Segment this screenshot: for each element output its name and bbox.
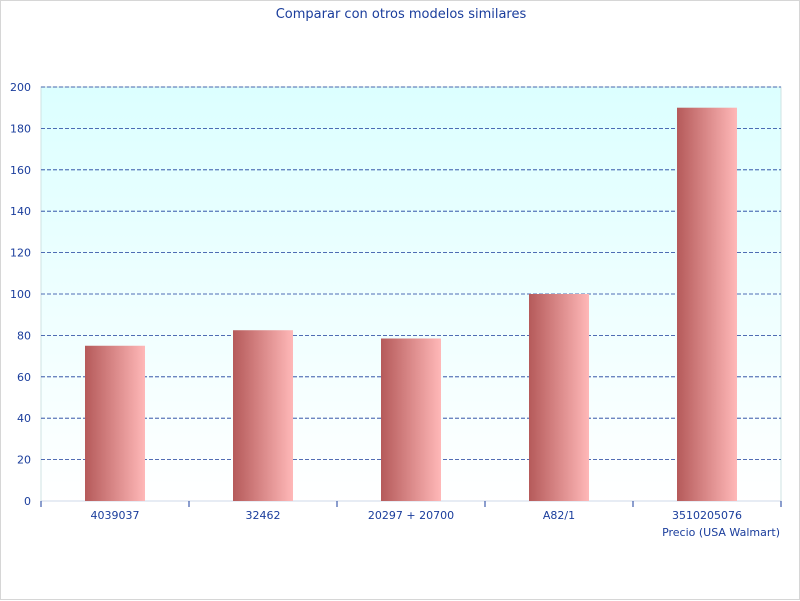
x-tick-label: 20297 + 20700 xyxy=(368,509,454,522)
bar xyxy=(85,345,145,501)
bar xyxy=(381,338,441,501)
x-tick-label: A82/1 xyxy=(543,509,575,522)
bars xyxy=(85,107,737,501)
y-tick-label: 100 xyxy=(10,288,31,301)
bar xyxy=(677,107,737,501)
y-tick-label: 40 xyxy=(17,412,31,425)
y-tick-label: 140 xyxy=(10,205,31,218)
x-axis-label: Precio (USA Walmart) xyxy=(662,526,780,539)
bar xyxy=(233,330,293,501)
y-axis-ticks: 0 20 40 60 80 100 120 140 160 180 200 xyxy=(10,81,31,508)
x-tick-label: 4039037 xyxy=(91,509,140,522)
y-tick-label: 200 xyxy=(10,81,31,94)
bar xyxy=(529,294,589,501)
y-tick-label: 120 xyxy=(10,247,31,260)
y-tick-label: 20 xyxy=(17,454,31,467)
y-tick-label: 0 xyxy=(24,495,31,508)
y-tick-label: 160 xyxy=(10,164,31,177)
y-tick-label: 60 xyxy=(17,371,31,384)
x-axis-ticks: 4039037 32462 20297 + 20700 A82/1 3510205076 xyxy=(40,501,782,522)
chart-title: Comparar con otros modelos similares xyxy=(276,7,527,22)
y-tick-label: 80 xyxy=(17,329,31,342)
y-tick-label: 180 xyxy=(10,122,31,135)
x-tick-label: 32462 xyxy=(246,509,281,522)
x-tick-label: 3510205076 xyxy=(672,509,742,522)
